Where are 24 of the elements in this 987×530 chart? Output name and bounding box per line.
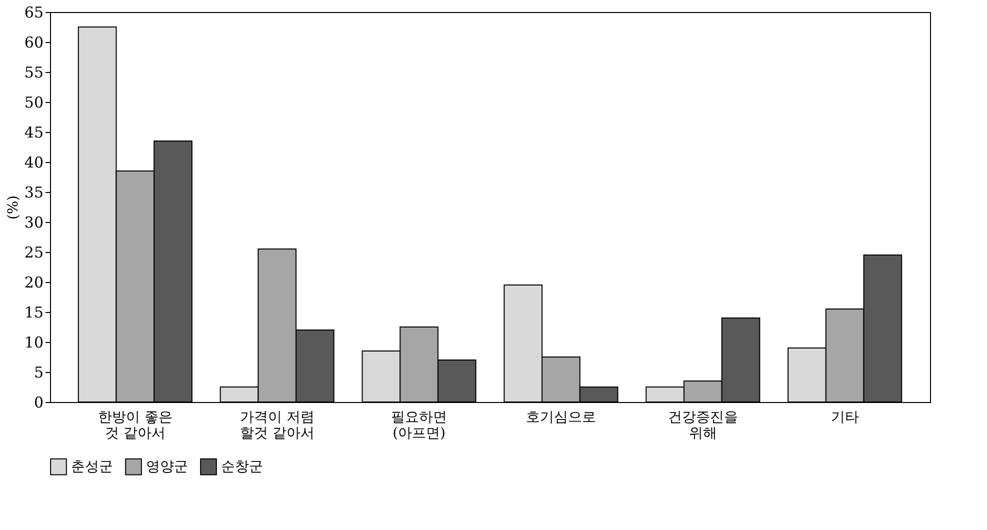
y-tick-label: 10 [24, 334, 44, 352]
x-tick-label: 한방이 좋은 것 같아서 [98, 410, 172, 442]
x-tick-label: 기타 [830, 410, 859, 426]
x-tick-label: 가격이 저렴 할것 같아서 [240, 410, 314, 442]
y-tick-label: 60 [24, 34, 44, 52]
y-tick-label: 15 [24, 304, 44, 322]
y-tick-label: 40 [24, 154, 44, 172]
y-tick-label: 50 [24, 94, 44, 112]
y-tick-label: 30 [24, 214, 44, 232]
legend-label: 영양군 [146, 458, 188, 475]
y-tick-label: 65 [24, 4, 44, 22]
y-tick-label: 5 [34, 364, 44, 382]
legend-label: 순창군 [221, 458, 263, 475]
legend-label: 춘성군 [71, 458, 113, 475]
x-tick-label: 필요하면 (아프면) [391, 410, 448, 442]
y-tick-label: 20 [24, 274, 44, 292]
y-axis-title: (%) [5, 195, 22, 220]
y-tick-label: 55 [24, 64, 44, 82]
y-tick-label: 35 [24, 184, 44, 202]
y-tick-label: 0 [34, 394, 44, 412]
y-tick-label: 45 [24, 124, 44, 142]
x-tick-label: 건강증진을 위해 [668, 410, 738, 442]
y-tick-label: 25 [24, 244, 44, 262]
x-tick-label: 호기심으로 [526, 410, 596, 426]
